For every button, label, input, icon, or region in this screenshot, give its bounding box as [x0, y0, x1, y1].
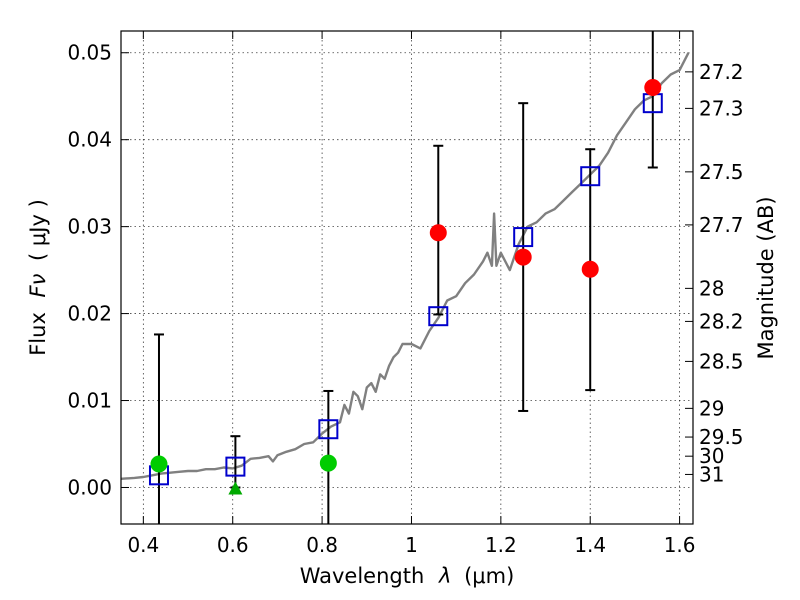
model-photometry-square: [318, 419, 339, 440]
model-spectrum: [120, 52, 690, 480]
model-photometry-square: [225, 456, 246, 477]
grid-lines: [121, 31, 693, 524]
x-tick-label: 1.6: [664, 533, 696, 557]
magnitude-tick-label: 28: [699, 276, 724, 300]
x-tick-label: 0.4: [127, 533, 159, 557]
observed-green-point: [319, 454, 337, 472]
x-tick-label: 1.2: [485, 533, 517, 557]
observed-red-point: [581, 260, 599, 278]
y-axis-unit: ( μJy ): [26, 199, 50, 261]
model-photometry-square: [513, 227, 534, 248]
magnitude-tick-label: 27.7: [699, 213, 744, 237]
plot-frame: [120, 30, 694, 525]
observed-red-point: [644, 79, 662, 97]
x-tick-label: 1: [405, 533, 418, 557]
spectrum-line: [120, 52, 690, 480]
magnitude-tick-label: 27.2: [699, 60, 744, 84]
magnitude-tick-label: 27.3: [699, 96, 744, 120]
observed-red-point: [429, 224, 447, 242]
y-tick-label: 0.03: [67, 215, 112, 239]
y-axis-title: Flux Fν ( μJy ): [26, 199, 50, 356]
x-axis-label: Wavelength: [300, 564, 425, 588]
x-axis-unit: (μm): [464, 564, 514, 588]
model-photometry-square: [428, 306, 449, 327]
y-axis-symbol: Fν: [26, 273, 50, 297]
magnitude-tick-label: 28.2: [699, 309, 744, 333]
x-axis-title: Wavelength λ (μm): [300, 564, 515, 588]
x-axis-symbol: λ: [438, 564, 451, 588]
observed-red-point: [514, 248, 532, 266]
axis-ticks: [121, 31, 693, 524]
magnitude-tick-label: 27.5: [699, 160, 744, 184]
x-tick-label: 0.6: [217, 533, 249, 557]
tick-labels: 0.4 0.6 0.8 1 1.2 1.4 1.6 0.00 0.01 0.02 0.03 0.04 0…: [67, 41, 743, 557]
model-photometry-square: [580, 166, 601, 187]
y-tick-label: 0.05: [67, 41, 112, 65]
markers: [148, 79, 663, 495]
magnitude-tick-label: 31: [699, 462, 724, 486]
y-axis-label: Flux: [26, 312, 50, 356]
upper-limit-triangle: [228, 481, 243, 495]
y-tick-label: 0.04: [67, 128, 112, 152]
x-tick-label: 0.8: [306, 533, 338, 557]
y-tick-label: 0.01: [67, 389, 112, 413]
x-tick-label: 1.4: [574, 533, 606, 557]
magnitude-tick-label: 29.5: [699, 425, 744, 449]
y-tick-label: 0.00: [67, 475, 112, 499]
magnitude-tick-label: 30: [699, 444, 724, 468]
error-bars: [153, 31, 658, 524]
magnitude-tick-label: 29: [699, 396, 724, 420]
magnitude-tick-label: 28.5: [699, 349, 744, 373]
magnitude-axis-title: Magnitude (AB): [754, 196, 778, 359]
observed-green-point: [150, 455, 168, 473]
y-tick-label: 0.02: [67, 302, 112, 326]
